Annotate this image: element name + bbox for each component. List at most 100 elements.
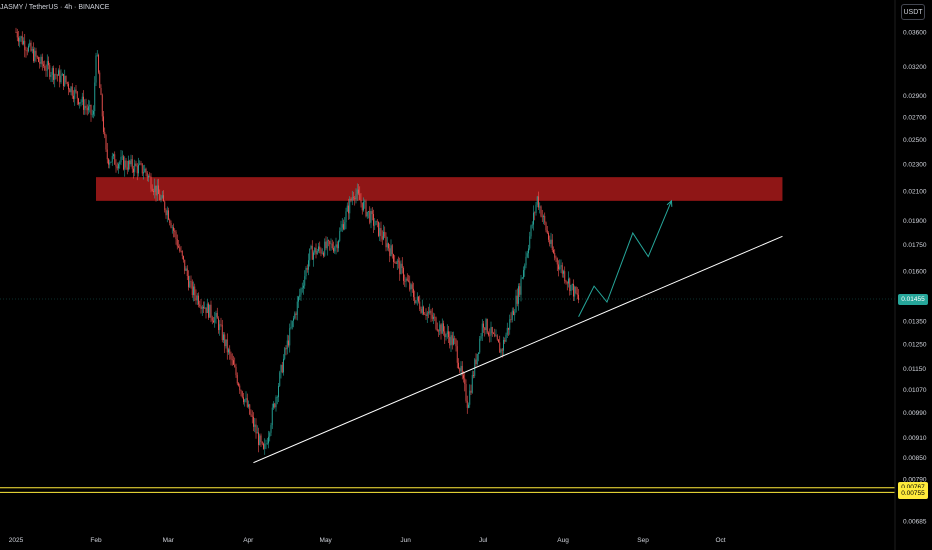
candle-body [101,94,103,117]
ascending-trendline [253,235,783,464]
candle-body [574,286,576,297]
resistance-zone-layer [96,177,783,201]
candle-body [141,163,143,174]
candle-body [540,206,542,217]
candle-body [288,340,289,346]
candle-body [406,278,408,281]
candle-body [199,304,201,307]
candle-body [569,278,571,292]
candle-body [218,318,219,331]
candle-body [456,346,458,363]
candle-body [214,317,216,323]
candle-body [475,359,477,365]
candle-body [286,340,288,350]
candle-body [343,224,344,230]
candle-body [18,37,19,42]
support-lines [0,298,895,493]
currency-selector[interactable]: USDT [901,4,925,20]
candle-body [31,49,33,51]
candle-body [559,266,561,270]
candle-body [265,443,267,445]
candle-body [123,156,124,170]
candle-body [378,221,379,236]
candle-body [276,397,278,398]
candle-body [524,265,526,271]
candle-body [338,240,339,249]
candle-body [498,339,499,343]
x-tick-label: Jul [479,537,488,544]
candle-body [240,390,242,392]
candle-body [119,162,121,165]
candle-body [80,101,82,103]
candle-body [246,398,248,407]
candle-body [439,324,441,332]
candle-body [520,278,522,295]
candle-body [531,224,533,226]
candle-body [25,50,27,51]
candle-body [280,365,282,373]
candle-body [423,306,424,315]
candle-body [376,220,378,222]
candle-body [99,72,101,88]
candle-body [140,163,142,165]
candle-body [454,338,456,340]
y-tick-label: 0.01250 [903,341,927,348]
candle-body [426,312,428,316]
candle-body [491,327,493,334]
candle-body [325,241,327,249]
candle-body [71,86,73,96]
candle-body [434,316,436,318]
candle-body [50,74,52,77]
candle-body [285,348,287,350]
candle-body [348,205,349,214]
candle-body [266,443,268,444]
candle-body [399,261,401,275]
candle-body [281,365,283,373]
candle-body [360,199,362,203]
candle-body [235,366,237,376]
candle-body [383,231,384,240]
candle-body [396,260,398,264]
candle-body [93,110,94,115]
candle-body [459,368,461,372]
candle-body [344,222,346,230]
candle-body [395,262,397,264]
candle-body [104,131,106,136]
candle-body [274,403,276,408]
candle-body [330,243,332,245]
y-tick-label: 0.02300 [903,162,927,169]
candle-body [390,245,392,257]
candle-body [38,57,39,62]
candle-body [174,230,176,232]
candle-body [23,40,24,45]
candle-body [81,96,83,102]
candle-body [194,286,196,296]
candle-body [63,74,64,86]
candle-body [370,211,372,223]
y-tick-label: 0.02100 [903,188,927,195]
candle-body [484,327,486,331]
candle-body [515,295,517,313]
candle-body [224,334,226,347]
candle-body [381,236,383,240]
candle-body [210,304,212,318]
candle-body [225,339,227,347]
candle-body [333,248,334,252]
candle-body [128,160,129,170]
candle-body [421,306,423,313]
candle-body [165,210,167,216]
candle-body [388,243,389,249]
candle-body [561,265,563,274]
candle-body [116,166,118,169]
candle-body [155,185,157,196]
candle-body [564,271,566,282]
candle-body [115,164,117,167]
candle-body [228,349,229,353]
candle-body [368,211,369,212]
candle-body [309,248,311,261]
candle-body [319,246,321,250]
candle-body [321,252,323,254]
candle-body [324,241,326,256]
candle-body [313,252,314,260]
